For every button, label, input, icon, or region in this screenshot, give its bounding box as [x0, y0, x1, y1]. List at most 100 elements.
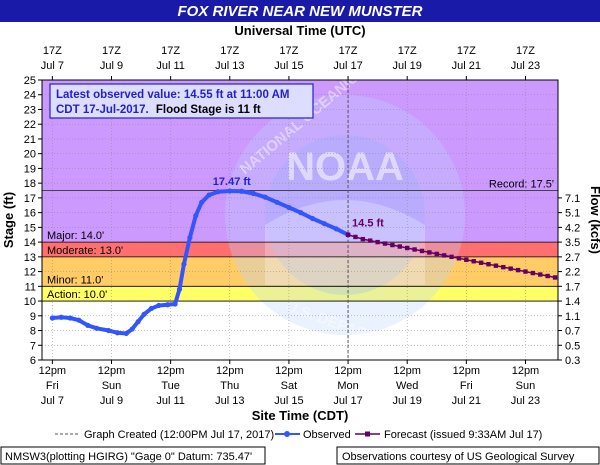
y-right-tick-label-10: 5.1 — [565, 208, 580, 220]
y-right-tick-label-8: 3.5 — [565, 237, 580, 249]
forecast-point-28 — [552, 275, 558, 280]
forecast-point-10 — [419, 248, 425, 254]
flood-category-labels: Action: 10.0' Minor: 11.0' Moderate: 13.0'… — [47, 179, 554, 302]
top-tick-hour-0: 17Z — [43, 45, 62, 57]
forecast-point-14 — [449, 254, 454, 260]
forecast-point-9 — [412, 247, 417, 252]
bottom-tick-date-3: Jul 13 — [215, 395, 244, 407]
bottom-tick-day-8: Sun — [516, 380, 536, 392]
forecast-point-24 — [523, 269, 528, 274]
record-label: Record: 17.5' — [489, 179, 554, 191]
observed-point-31 — [321, 221, 327, 227]
forecast-point-1 — [353, 234, 358, 240]
observed-point-6 — [105, 327, 112, 334]
y-left-tick-label-12: 18 — [24, 178, 36, 190]
bottom-tick-time-4: 12pm — [275, 365, 303, 377]
footer-datum-text: NMSW3(plotting HGIRG) "Gage 0" Datum: 73… — [5, 451, 252, 463]
observed-point-20 — [199, 199, 205, 205]
bottom-tick-time-3: 12pm — [216, 365, 244, 377]
y-left-tick-label-5: 11 — [25, 281, 36, 293]
y-right-tick-label-1: 0.5 — [565, 340, 580, 352]
forecast-point-5 — [382, 241, 388, 246]
y-right-tick-label-9: 4.2 — [565, 222, 580, 234]
legend-observed-marker — [284, 431, 290, 437]
y-right-tick-label-3: 1.1 — [565, 311, 580, 323]
seal-inner — [265, 135, 425, 295]
observed-point-25 — [250, 190, 257, 197]
footer-left-box — [0, 446, 266, 465]
bottom-tick-date-1: Jul 9 — [100, 395, 123, 407]
y-left-tick-label-6: 12 — [24, 267, 36, 279]
legend-forecast-label: Forecast (issued 9:33AM Jul 17) — [384, 429, 542, 441]
top-tick-hour-4: 17Z — [279, 45, 298, 57]
y-left-tick-label-13: 19 — [24, 163, 36, 175]
observed-point-28 — [286, 204, 292, 211]
observed-point-9 — [129, 326, 135, 332]
observed-point-15 — [172, 301, 178, 307]
observed-point-23 — [227, 188, 233, 194]
observed-point-19 — [193, 212, 199, 219]
band-label-0: Action: 10.0' — [47, 289, 107, 301]
title-banner — [0, 0, 600, 22]
bottom-tick-date-0: Jul 7 — [41, 395, 64, 407]
bottom-tick-date-8: Jul 23 — [511, 395, 540, 407]
y-left-tick-label-8: 14 — [24, 237, 36, 249]
y-left-tick-label-3: 9 — [30, 311, 36, 323]
bottom-tick-date-2: Jul 11 — [156, 395, 185, 407]
y-left-tick-label-14: 20 — [24, 149, 36, 161]
top-tick-hour-3: 17Z — [220, 45, 239, 57]
forecast-point-7 — [397, 244, 402, 249]
top-tick-hour-7: 17Z — [457, 45, 476, 57]
legend-observed-label: Observed — [303, 429, 351, 441]
latest-box-flood-stage: Flood Stage is 11 ft — [156, 104, 261, 116]
bottom-tick-time-5: 12pm — [334, 365, 362, 377]
observed-point-29 — [298, 210, 304, 216]
forecast-point-6 — [390, 242, 395, 248]
latest-box-line1: Latest observed value: 14.55 ft at 11:00… — [56, 89, 290, 101]
forecast-point-2 — [360, 236, 366, 242]
top-tick-date-2: Jul 11 — [156, 60, 185, 72]
forecast-point-13 — [441, 253, 447, 258]
y-left-tick-label-11: 17 — [24, 193, 36, 205]
observed-point-11 — [141, 311, 147, 317]
forecast-point-20 — [493, 263, 499, 268]
bottom-tick-time-1: 12pm — [98, 365, 126, 377]
observed-point-32 — [333, 226, 339, 232]
y-right-tick-label-5: 1.7 — [565, 281, 580, 293]
observed-point-10 — [135, 319, 141, 325]
forecast-point-15 — [456, 256, 462, 261]
y-left-tick-label-10: 16 — [24, 208, 36, 220]
forecast-point-22 — [508, 266, 513, 271]
top-tick-hour-1: 17Z — [102, 45, 121, 57]
forecast-point-11 — [427, 250, 432, 255]
latest-box-frame — [49, 83, 314, 119]
observed-point-7 — [114, 330, 121, 336]
bottom-tick-day-6: Wed — [396, 380, 418, 392]
forecast-point-19 — [486, 262, 491, 267]
forecast-point-16 — [464, 257, 469, 262]
forecast-point-4 — [375, 239, 380, 245]
y-right-title: Flow (kcfs) — [588, 186, 600, 254]
forecast-point-23 — [515, 267, 521, 273]
y-left-tick-label-2: 8 — [30, 326, 36, 338]
observed-point-1 — [58, 314, 64, 320]
band-0 — [42, 286, 558, 302]
bottom-tick-day-1: Sun — [102, 380, 122, 392]
bottom-tick-day-3: Thu — [220, 380, 239, 392]
seal-outer — [225, 95, 465, 335]
bottom-tick-date-4: Jul 15 — [274, 395, 303, 407]
y-left-tick-label-9: 15 — [24, 222, 36, 234]
latest-label: 14.5 ft — [352, 218, 384, 230]
bottom-axis-title: Site Time (CDT) — [252, 408, 349, 423]
top-tick-hour-2: 17Z — [161, 45, 180, 57]
bottom-tick-time-2: 12pm — [157, 365, 185, 377]
bottom-tick-date-5: Jul 17 — [333, 395, 362, 407]
forecast-point-12 — [434, 251, 439, 257]
y-left-tick-label-1: 7 — [30, 340, 36, 352]
bottom-tick-day-5: Mon — [337, 380, 358, 392]
forecast-point-25 — [530, 270, 536, 276]
annotations: 17.47 ft 14.5 ft — [213, 176, 384, 230]
observed-point-21 — [206, 192, 212, 198]
observed-point-12 — [148, 305, 155, 312]
